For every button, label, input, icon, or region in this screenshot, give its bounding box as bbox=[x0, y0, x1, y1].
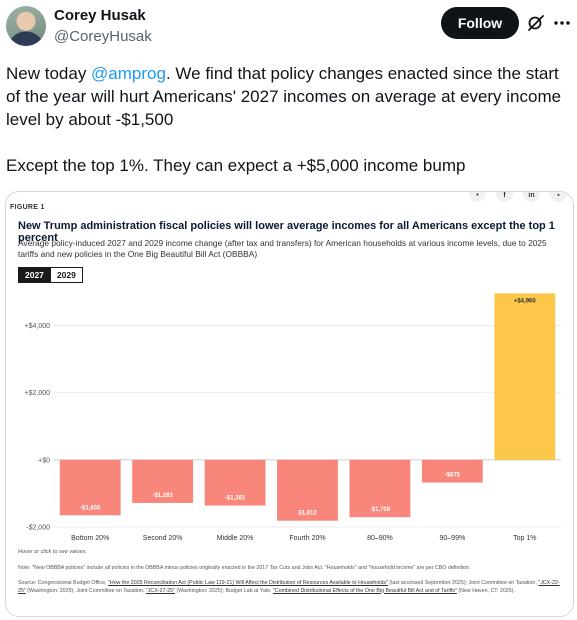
hover-note: Hover or click to see values. bbox=[18, 549, 87, 555]
tweet-paragraph-1: New today @amprog. We find that policy c… bbox=[6, 64, 562, 129]
linkedin-icon[interactable]: in bbox=[523, 192, 540, 202]
figure-title: New Trump administration fiscal policies… bbox=[18, 220, 555, 244]
facebook-icon[interactable]: f bbox=[496, 192, 513, 202]
y-tick-label: +$4,000 bbox=[25, 323, 51, 330]
y-tick-label: -$2,000 bbox=[26, 525, 50, 532]
twitter-icon[interactable]: • bbox=[469, 192, 486, 202]
author-name[interactable]: Corey Husak bbox=[54, 7, 146, 24]
bar[interactable] bbox=[494, 293, 556, 460]
tab-2027[interactable]: 2027 bbox=[18, 267, 51, 283]
tweet-text: New today @amprog. We find that policy c… bbox=[6, 62, 566, 177]
share-toolbar: • f in ▪ bbox=[469, 192, 567, 202]
bar-value-label: +$4,960 bbox=[514, 298, 537, 304]
bar[interactable] bbox=[204, 459, 266, 506]
source-link-yale[interactable]: "Combined Distributional Effects of the … bbox=[272, 587, 457, 594]
tab-2029[interactable]: 2029 bbox=[50, 267, 83, 283]
bar-value-label: -$1,650 bbox=[80, 505, 101, 511]
more-options-icon[interactable] bbox=[552, 13, 572, 33]
figure-label: FIGURE 1 bbox=[10, 204, 45, 211]
author-handle[interactable]: @CoreyHusak bbox=[54, 28, 152, 45]
x-tick-label: 80–90% bbox=[367, 535, 393, 542]
source-link-jcx27[interactable]: "JCX-27-25" bbox=[145, 587, 175, 594]
bar[interactable] bbox=[132, 459, 194, 503]
bar[interactable] bbox=[277, 459, 338, 521]
bar-value-label: -$675 bbox=[445, 473, 461, 479]
year-tabs: 2027 2029 bbox=[18, 267, 83, 283]
x-tick-label: 90–99% bbox=[440, 535, 466, 542]
tweet-paragraph-2: Except the top 1%. They can expect a +$5… bbox=[6, 156, 466, 175]
bar[interactable] bbox=[421, 459, 483, 483]
print-icon[interactable]: ▪ bbox=[550, 192, 567, 202]
x-tick-label: Second 20% bbox=[143, 535, 183, 542]
y-tick-label: +$2,000 bbox=[25, 390, 51, 397]
mention-link[interactable]: @amprog bbox=[91, 64, 166, 83]
avatar[interactable] bbox=[6, 6, 46, 46]
figure-note: Note: "New OBBBA policies" include all p… bbox=[18, 565, 471, 571]
grok-icon[interactable] bbox=[526, 13, 546, 33]
figure-source: Source: Congressional Budget Office, "Ho… bbox=[18, 580, 560, 594]
bar-chart: -$2,000 +$0 +$2,000 +$4,000 -$1,650 Bottom 20… bbox=[25, 293, 561, 542]
bar-value-label: -$1,708 bbox=[370, 507, 391, 513]
media-card[interactable]: • f in ▪ FIGURE 1 New Trump administrati… bbox=[5, 191, 574, 617]
bar-value-label: -$1,361 bbox=[225, 496, 246, 502]
bar-value-label: $1,812 bbox=[298, 511, 317, 517]
follow-button[interactable]: Follow bbox=[441, 7, 519, 39]
y-tick-label: +$0 bbox=[38, 457, 50, 464]
x-tick-label: Middle 20% bbox=[217, 535, 254, 542]
x-tick-label: Top 1% bbox=[513, 535, 536, 542]
figure-subtitle: Average policy-induced 2027 and 2029 inc… bbox=[18, 238, 547, 259]
bar-value-label: -$1,283 bbox=[152, 493, 173, 499]
bar[interactable] bbox=[59, 459, 121, 516]
x-tick-label: Fourth 20% bbox=[289, 535, 325, 542]
source-link-cbo[interactable]: "How the 2025 Reconciliation Act (Public… bbox=[108, 580, 388, 586]
bar[interactable] bbox=[349, 459, 411, 518]
source-link-jcx22[interactable]: "JCX-22-25" bbox=[18, 580, 560, 594]
x-tick-label: Bottom 20% bbox=[71, 535, 109, 542]
